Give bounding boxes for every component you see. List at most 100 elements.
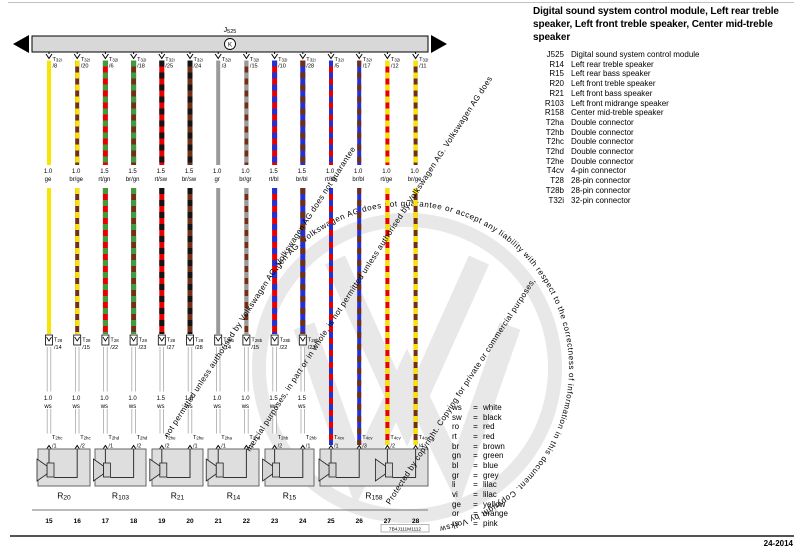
- terminal-connector-label-sub: 2ha: [253, 436, 261, 441]
- t28-pin-number: /28: [195, 345, 203, 351]
- terminal-connector-label: T2he: [193, 435, 204, 441]
- t32i-connector-label: T32i: [81, 57, 90, 63]
- color-name: black: [483, 412, 502, 422]
- lower-color-label: ws: [128, 404, 136, 410]
- wire-gauge-label: 1.0: [354, 169, 363, 175]
- terminal-connector-label-prefix: T: [278, 435, 282, 441]
- legend-description: Double connector: [571, 147, 634, 157]
- terminal-pin-number: /3: [362, 444, 367, 450]
- color-key-row: ws = white: [452, 403, 508, 413]
- inline-connector-icon: [129, 334, 138, 346]
- terminal-connector-label-sub: 4cv: [394, 436, 402, 441]
- lower-gauge-label: 1.0: [128, 396, 137, 402]
- terminal-pin-number: /2: [278, 444, 283, 450]
- legend-description: 28-pin connector: [571, 185, 631, 195]
- legend-code: R15: [549, 69, 564, 79]
- terminal-connector-label-prefix: T: [80, 435, 84, 441]
- t28-connector-label-prefix: T: [308, 338, 312, 344]
- legend-code: T28: [550, 176, 564, 186]
- speaker-designation: R21: [171, 491, 185, 502]
- wire-color-label: rt/gn: [98, 177, 110, 183]
- inline-connector-fork-icon: [74, 336, 81, 342]
- t32i-pin-number: /11: [419, 64, 426, 70]
- speaker-cone-icon: [375, 458, 386, 482]
- t28-connector-label-sub: 28: [57, 338, 62, 343]
- legend-row: T2hb Double connector: [536, 128, 700, 138]
- track-number: 27: [384, 518, 392, 525]
- lower-color-label: ws: [269, 404, 277, 410]
- terminal-connector-label: T4cv: [390, 435, 401, 441]
- terminal-connector-label-prefix: T: [334, 435, 338, 441]
- legend-row: T2hc Double connector: [536, 137, 700, 147]
- color-name: brown: [483, 441, 505, 451]
- track-number: 19: [158, 518, 166, 525]
- t28-connector-label-sub: 28b: [311, 338, 319, 343]
- t32i-connector-label-prefix: T: [194, 57, 198, 63]
- equals-sign: =: [473, 470, 478, 480]
- inline-connector-icon: [270, 334, 279, 346]
- internal-wire: [279, 449, 304, 478]
- speaker-designation-prefix: R: [227, 491, 233, 501]
- t32i-pin-number: /24: [194, 64, 202, 70]
- legend-row: T28b 28-pin connector: [536, 186, 700, 196]
- equals-sign: =: [473, 460, 478, 470]
- inline-connector-icon: [157, 334, 166, 346]
- t28-connector-label-sub: 28b: [255, 338, 263, 343]
- t32i-connector-label-sub: 32i: [84, 58, 90, 63]
- terminal-connector-label-prefix: T: [165, 435, 169, 441]
- speaker-box: R103: [93, 448, 147, 502]
- speaker-icon: [384, 462, 393, 478]
- terminal-pin-number: /1: [193, 444, 198, 450]
- legend-description: Double connector: [571, 127, 634, 137]
- speaker-box: R14: [205, 448, 260, 502]
- t32i-connector-label-prefix: T: [81, 57, 85, 63]
- t28-connector-label-sub: 28: [114, 338, 119, 343]
- terminal-connector-label: T4cv: [334, 435, 345, 441]
- speaker-designation: R103: [112, 491, 129, 502]
- lower-gauge-label: 1.0: [44, 396, 53, 402]
- t32i-pin-number: /15: [250, 64, 258, 70]
- t32i-connector-label-sub: 32i: [225, 58, 231, 63]
- color-key-row: bl = blue: [452, 461, 508, 471]
- terminal-connector-label-sub: 4cv: [366, 436, 374, 441]
- terminal-connector-label-prefix: T: [221, 435, 225, 441]
- equals-sign: =: [473, 451, 478, 461]
- wire-color-label: rt/sw: [154, 177, 167, 183]
- legend-code: T28b: [545, 185, 564, 195]
- legend-code: T2hc: [546, 137, 564, 147]
- t28-connector-label-prefix: T: [167, 338, 171, 344]
- t28-pin-number: /23: [308, 345, 316, 351]
- speaker-cone-icon: [318, 458, 330, 482]
- wire-gauge-label: 1.0: [410, 169, 419, 175]
- color-key-row: sw = black: [452, 413, 508, 423]
- wire-color-label: gr: [215, 177, 220, 183]
- terminal-pin-number: /2: [390, 444, 395, 450]
- internal-wire: [336, 449, 360, 478]
- legend-code: R14: [549, 59, 564, 69]
- speaker-designation: R14: [227, 491, 241, 502]
- t32i-connector-label-sub: 32i: [141, 58, 147, 63]
- equals-sign: =: [473, 403, 478, 412]
- legend-row: R14 Left rear treble speaker: [536, 60, 700, 70]
- track-number: 24: [299, 518, 307, 525]
- legend-row: T28 28-pin connector: [536, 176, 700, 186]
- wire-gauge-label: 1.5: [185, 169, 194, 175]
- speaker-icon: [159, 462, 168, 478]
- color-code: ro: [452, 422, 460, 432]
- t32i-connector-label-sub: 32i: [56, 58, 62, 63]
- speaker-designation-prefix: R: [112, 491, 118, 501]
- lower-gauge-label: 1.5: [298, 396, 307, 402]
- t28-pin-number: /14: [223, 345, 231, 351]
- speaker-designation-sub: 15: [289, 495, 297, 502]
- t32i-connector-label-sub: 32i: [253, 58, 259, 63]
- speaker-box: R158: [318, 448, 429, 502]
- terminal-pin-number: /2: [249, 444, 254, 450]
- t28-connector-label: T28: [195, 338, 204, 344]
- inline-connector-fork-icon: [299, 336, 306, 342]
- track-number: 17: [102, 518, 110, 525]
- lower-color-label: ws: [184, 404, 192, 410]
